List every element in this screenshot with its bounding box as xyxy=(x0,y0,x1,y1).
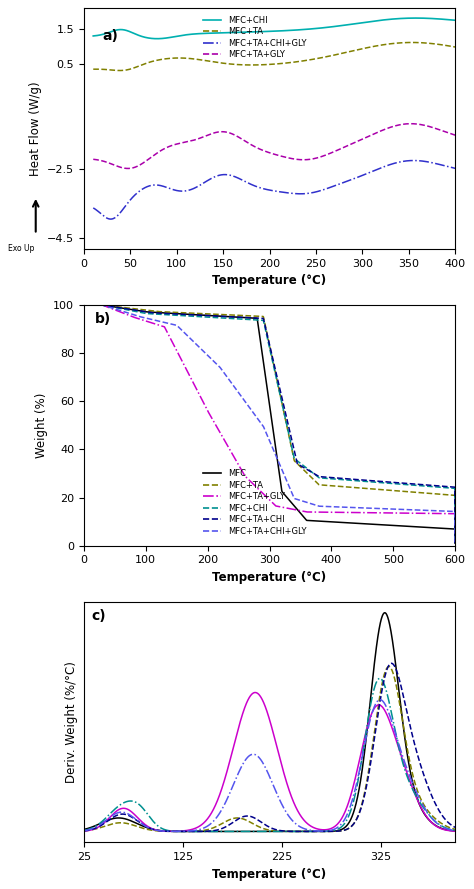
X-axis label: Temperature (°C): Temperature (°C) xyxy=(212,274,327,287)
Y-axis label: Deriv. Weight (%/°C): Deriv. Weight (%/°C) xyxy=(65,661,78,783)
Text: b): b) xyxy=(95,312,111,326)
Text: c): c) xyxy=(91,609,106,623)
Y-axis label: Weight (%): Weight (%) xyxy=(35,393,48,458)
X-axis label: Temperature (°C): Temperature (°C) xyxy=(212,571,327,584)
Text: a): a) xyxy=(102,28,118,43)
Legend: MFC, MFC+TA, MFC+TA+GLY, MFC+CHI, MFC+TA+CHI, MFC+TA+CHI+GLY: MFC, MFC+TA, MFC+TA+GLY, MFC+CHI, MFC+TA… xyxy=(200,466,310,539)
Y-axis label: Heat Flow (W/g): Heat Flow (W/g) xyxy=(28,81,42,176)
X-axis label: Temperature (°C): Temperature (°C) xyxy=(212,868,327,881)
Text: Exo Up: Exo Up xyxy=(8,244,34,253)
Legend: MFC+CHI, MFC+TA, MFC+TA+CHI+GLY, MFC+TA+GLY: MFC+CHI, MFC+TA, MFC+TA+CHI+GLY, MFC+TA+… xyxy=(200,12,310,62)
